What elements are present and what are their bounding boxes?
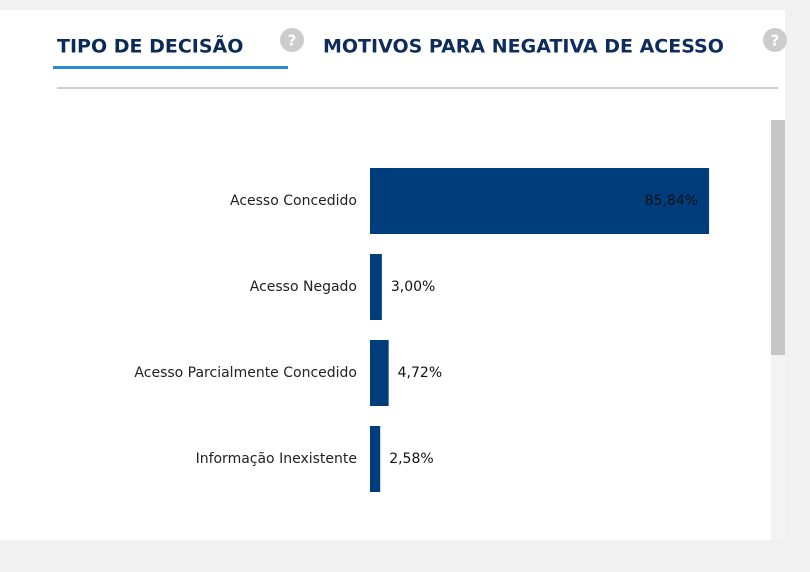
help-icon-glyph: ? [288, 32, 297, 50]
value-label: 3,00% [391, 279, 435, 295]
bar [370, 254, 382, 320]
bar [370, 426, 381, 492]
panel [0, 10, 785, 540]
tab-label[interactable]: TIPO DE DECISÃO [57, 34, 243, 58]
category-label: Informação Inexistente [196, 451, 357, 467]
bar [370, 340, 389, 406]
value-label: 2,58% [389, 451, 433, 467]
scrollbar-thumb[interactable] [771, 120, 785, 355]
help-icon[interactable] [763, 28, 787, 52]
category-label: Acesso Parcialmente Concedido [134, 365, 357, 381]
value-label: 85,84% [645, 193, 698, 209]
category-label: Acesso Concedido [230, 193, 357, 209]
help-icon-glyph: ? [771, 32, 780, 50]
category-label: Acesso Negado [250, 279, 357, 295]
tab-underline [53, 66, 288, 69]
chart: Acesso Concedido 85,84% Acesso Negado 3,00%… [134, 168, 710, 492]
tab-label[interactable]: MOTIVOS PARA NEGATIVA DE ACESSO [323, 36, 724, 58]
help-icon[interactable] [280, 28, 304, 52]
tabs: TIPO DE DECISÃO? MOTIVOS PARA NEGATIVA DE… [53, 28, 787, 69]
bar [370, 168, 710, 234]
value-label: 4,72% [398, 365, 442, 381]
